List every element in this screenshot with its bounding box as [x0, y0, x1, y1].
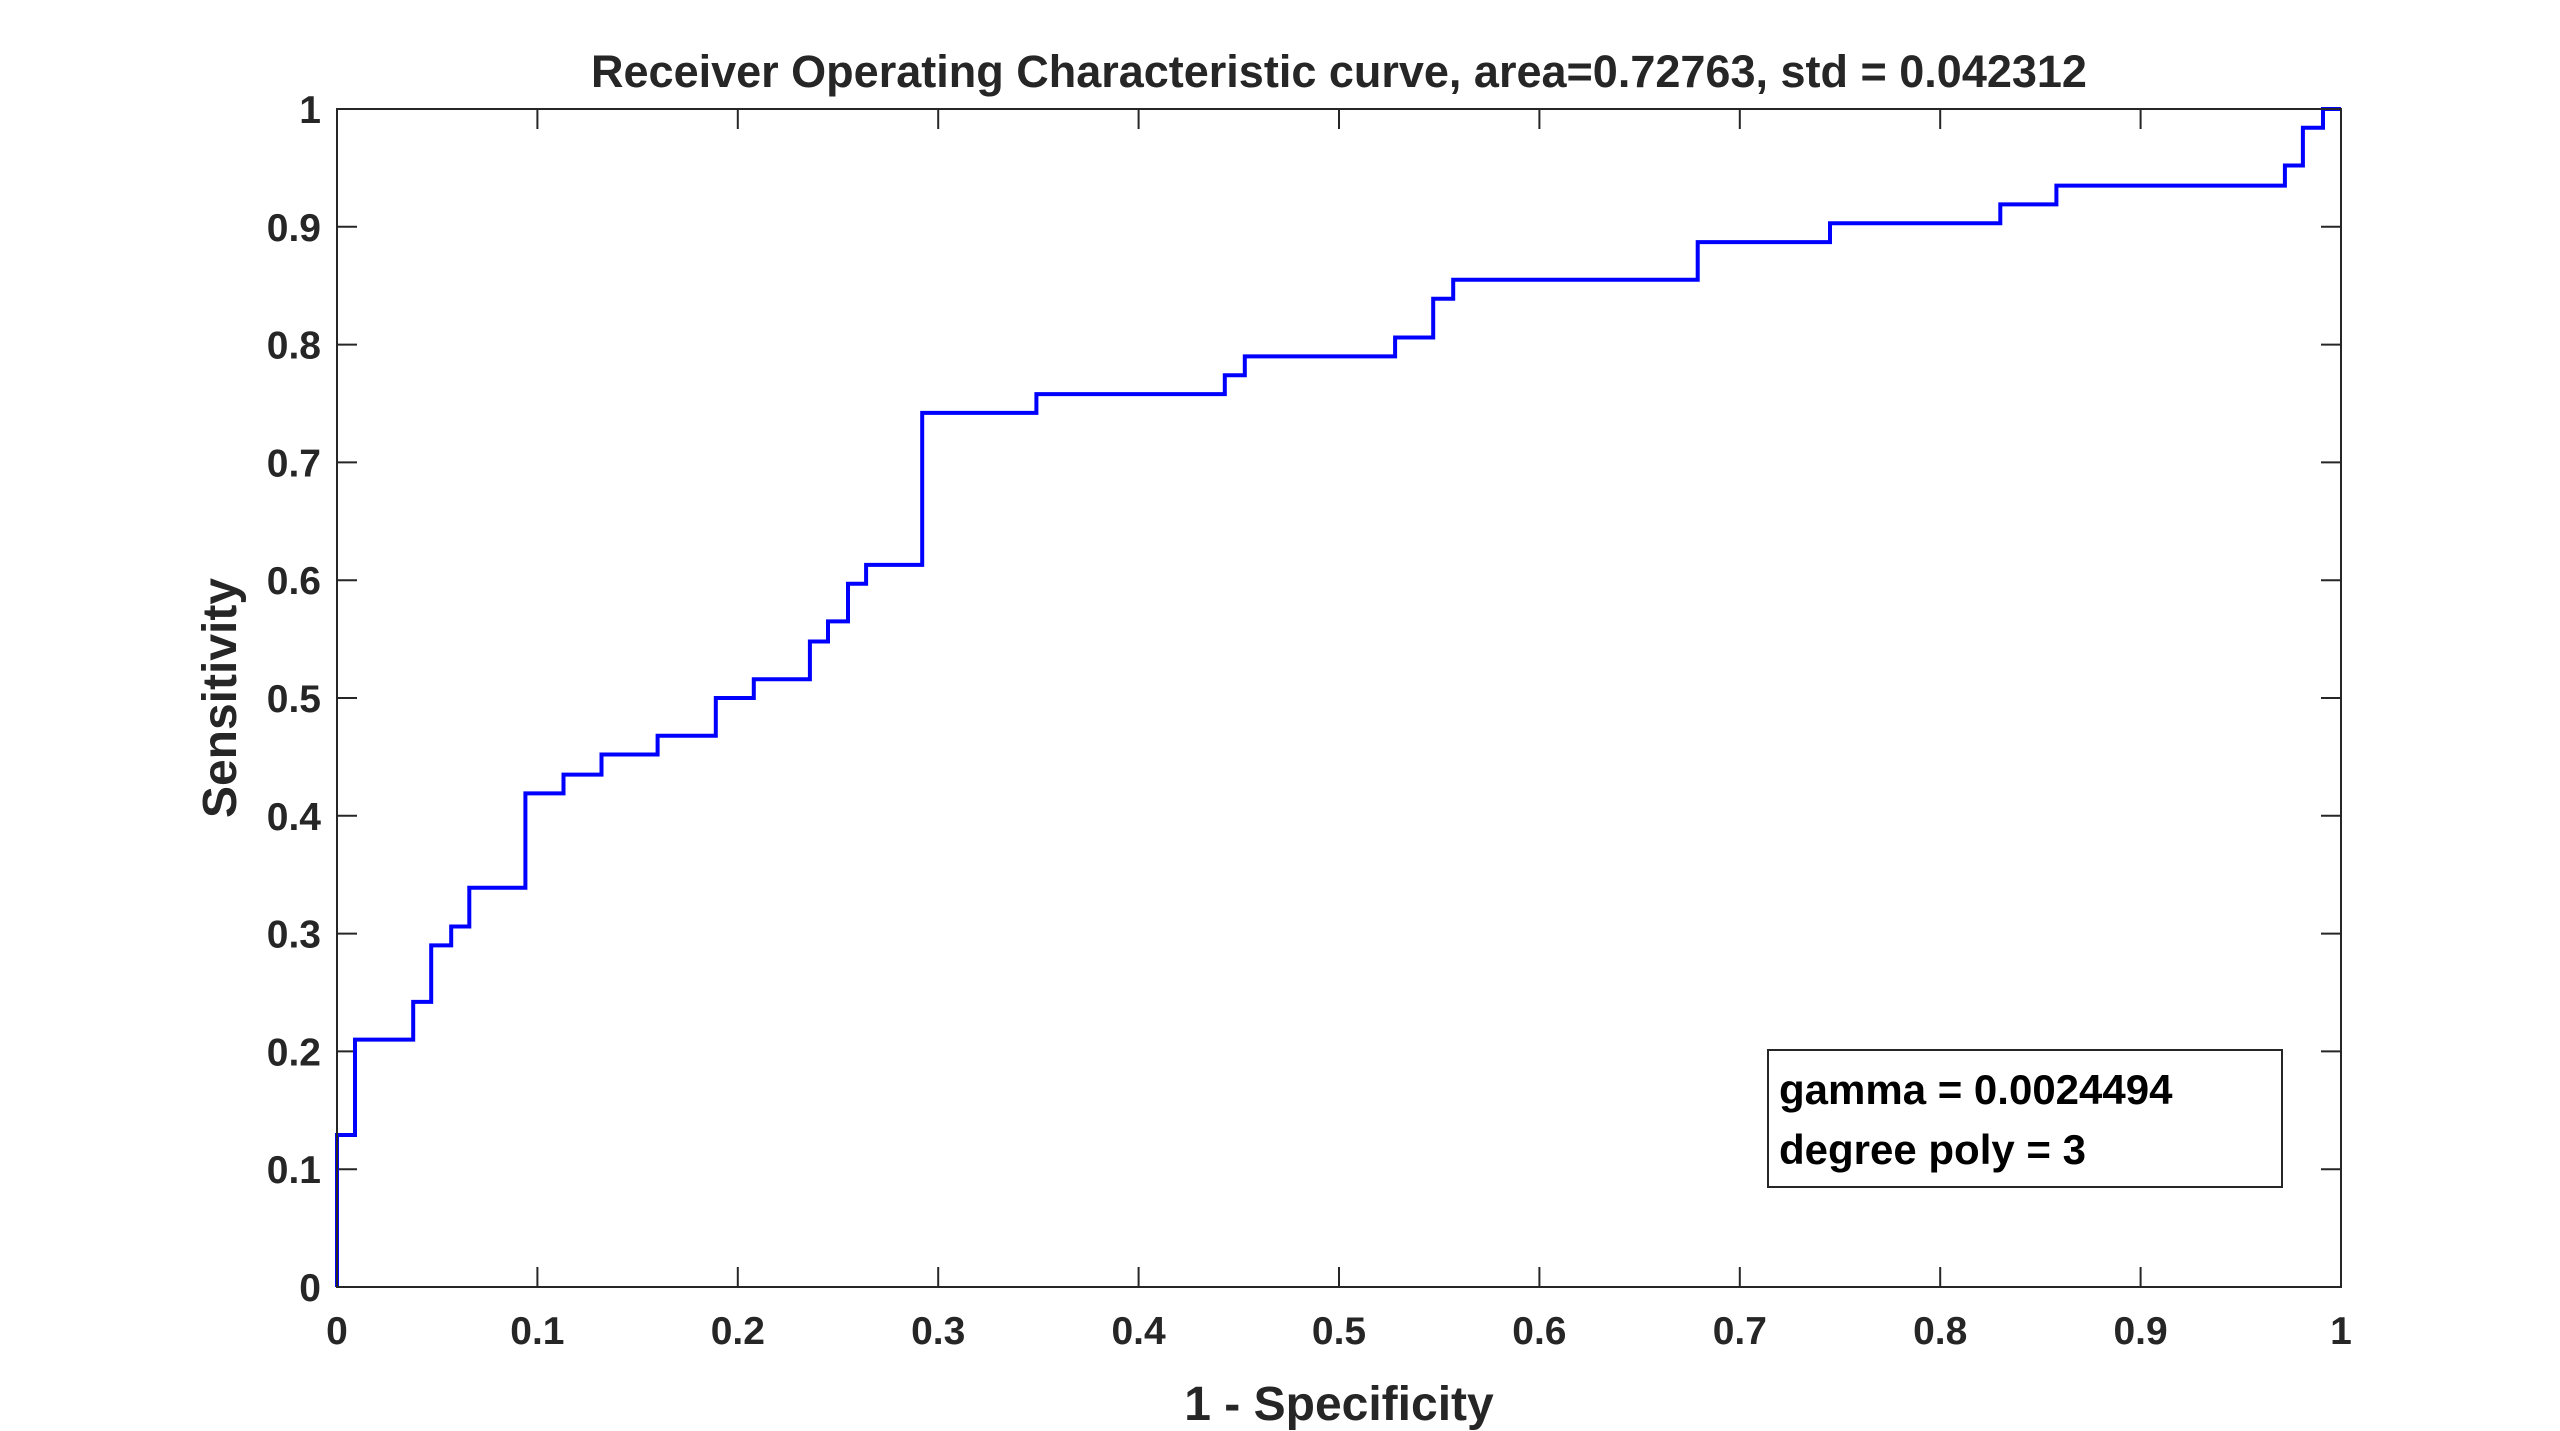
- y-tick-label: 0.6: [267, 560, 321, 603]
- x-tick-label: 0.6: [1512, 1310, 1566, 1353]
- chart-title: Receiver Operating Characteristic curve,…: [591, 46, 2087, 97]
- x-tick-label: 0.4: [1111, 1310, 1166, 1353]
- y-tick-label: 0.4: [267, 796, 322, 839]
- y-tick-label: 0.7: [267, 442, 321, 485]
- y-tick-label: 0.8: [267, 325, 321, 368]
- x-tick-label: 0.3: [911, 1310, 965, 1353]
- y-tick-label: 0.1: [267, 1149, 321, 1192]
- degree-poly-label: degree poly = 3: [1779, 1126, 2086, 1173]
- y-tick-label: 0: [299, 1267, 321, 1310]
- plot-area-border: [336, 108, 2342, 1288]
- x-tick-label: 0.5: [1312, 1310, 1366, 1353]
- y-tick-label: 0.3: [267, 914, 321, 957]
- y-axis-label: Sensitivity: [194, 578, 247, 818]
- y-tick-label: 0.9: [267, 207, 321, 250]
- x-tick-label: 1: [2330, 1310, 2352, 1353]
- x-tick-label: 0.7: [1713, 1310, 1767, 1353]
- parameter-legend: gamma = 0.0024494 degree poly = 3: [1767, 1049, 2283, 1188]
- x-tick-label: 0.2: [711, 1310, 765, 1353]
- y-tick-label: 0.2: [267, 1031, 321, 1074]
- legend-box: [1767, 1049, 2283, 1188]
- gamma-label: gamma = 0.0024494: [1779, 1066, 2173, 1113]
- x-tick-label: 0.9: [2113, 1310, 2167, 1353]
- x-tick-label: 0.8: [1913, 1310, 1967, 1353]
- y-tick-label: 0.5: [267, 678, 321, 721]
- x-tick-label: 0: [326, 1310, 348, 1353]
- roc-curve-line: [335, 107, 2341, 1287]
- y-tick-label: 1: [299, 89, 321, 132]
- x-tick-label: 0.1: [510, 1310, 564, 1353]
- x-axis-label: 1 - Specificity: [1184, 1378, 1494, 1431]
- y-axis-ticks: 0 0.1 0.2 0.3 0.4 0.5 0.6 0.7 0.8 0.9 1: [267, 89, 2341, 1310]
- x-axis-ticks: 0 0.1 0.2 0.3 0.4 0.5 0.6 0.7 0.8 0.9 1: [326, 109, 2352, 1353]
